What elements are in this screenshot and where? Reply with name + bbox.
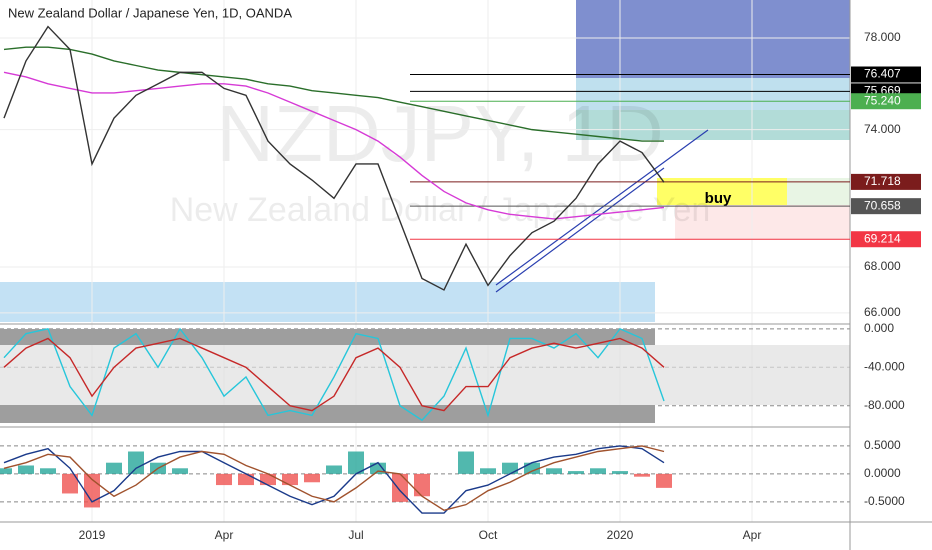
histogram-bar xyxy=(18,465,34,474)
x-tick-label: Oct xyxy=(479,528,498,542)
histogram-bar xyxy=(0,468,12,474)
trend-line xyxy=(495,167,665,293)
y-tick-label: 78.000 xyxy=(864,30,901,44)
x-tick-label: 2020 xyxy=(607,528,634,542)
series-line xyxy=(3,25,665,291)
histogram-bar xyxy=(238,473,254,486)
price-label-bg xyxy=(851,173,921,190)
zone-box xyxy=(576,110,850,140)
y-tick-label: 0.5000 xyxy=(864,438,901,452)
price-label: 71.718 xyxy=(864,174,901,188)
price-label: 70.658 xyxy=(864,198,901,212)
trend-line xyxy=(495,129,709,286)
histogram-bar xyxy=(590,468,606,474)
histogram-bar xyxy=(260,473,276,486)
y-tick-label: 0.0000 xyxy=(864,466,901,480)
histogram-bar xyxy=(128,451,144,474)
y-tick-label: -40.000 xyxy=(864,359,905,373)
price-label-bg xyxy=(851,93,921,110)
price-label-bg xyxy=(851,198,921,215)
histogram-bar xyxy=(524,462,540,474)
price-label-bg xyxy=(851,66,921,83)
x-tick-label: 2019 xyxy=(79,528,106,542)
histogram-bar xyxy=(502,462,518,474)
histogram-bar xyxy=(216,473,232,486)
histogram-bar xyxy=(414,473,430,497)
buy-box xyxy=(657,178,787,205)
osc-band xyxy=(0,405,655,423)
histogram-bar xyxy=(304,473,320,483)
price-label-bg xyxy=(851,231,921,248)
histogram-bar xyxy=(656,473,672,488)
histogram-bar xyxy=(348,451,364,474)
histogram-bar xyxy=(370,462,386,474)
histogram-bar xyxy=(546,468,562,474)
price-label: 75.240 xyxy=(864,93,901,107)
series-line xyxy=(3,46,664,142)
chart-title: New Zealand Dollar / Japanese Yen, 1D, O… xyxy=(8,5,292,20)
price-label: 76.407 xyxy=(864,67,901,81)
watermark: NZDJPY, 1D xyxy=(216,89,664,178)
histogram-bar xyxy=(634,473,650,477)
histogram-bar xyxy=(172,468,188,474)
x-tick-label: Apr xyxy=(215,528,234,542)
y-tick-label: 68.000 xyxy=(864,259,901,273)
series-line xyxy=(3,337,665,412)
histogram-bar xyxy=(62,473,78,494)
volume-area xyxy=(0,282,655,322)
y-tick-label: -0.5000 xyxy=(864,494,905,508)
histogram-bar xyxy=(568,471,584,474)
zone-box xyxy=(576,0,850,78)
series-line xyxy=(3,445,665,512)
y-tick-label: 66.000 xyxy=(864,305,901,319)
series-line xyxy=(3,445,665,514)
histogram-bar xyxy=(106,462,122,474)
histogram-bar xyxy=(458,451,474,474)
series-line xyxy=(3,327,665,422)
histogram-bar xyxy=(480,468,496,474)
price-label: 69.214 xyxy=(864,231,901,245)
zone-box xyxy=(675,205,850,240)
watermark-subtitle: New Zealand Dollar / Japanese Yen xyxy=(170,191,711,229)
y-tick-label: 0.000 xyxy=(864,321,894,335)
x-tick-label: Apr xyxy=(743,528,762,542)
x-tick-label: Jul xyxy=(348,528,363,542)
histogram-bar xyxy=(326,465,342,474)
series-line xyxy=(3,71,665,220)
osc-band xyxy=(0,329,655,345)
osc-band xyxy=(0,345,850,405)
histogram-bar xyxy=(392,473,408,502)
histogram-bar xyxy=(282,473,298,486)
y-tick-label: 74.000 xyxy=(864,122,901,136)
annotation: buy xyxy=(705,190,732,207)
histogram-bar xyxy=(40,468,56,474)
histogram-bar xyxy=(612,471,628,474)
zone-box xyxy=(787,178,850,205)
y-tick-label: -80.000 xyxy=(864,398,905,412)
